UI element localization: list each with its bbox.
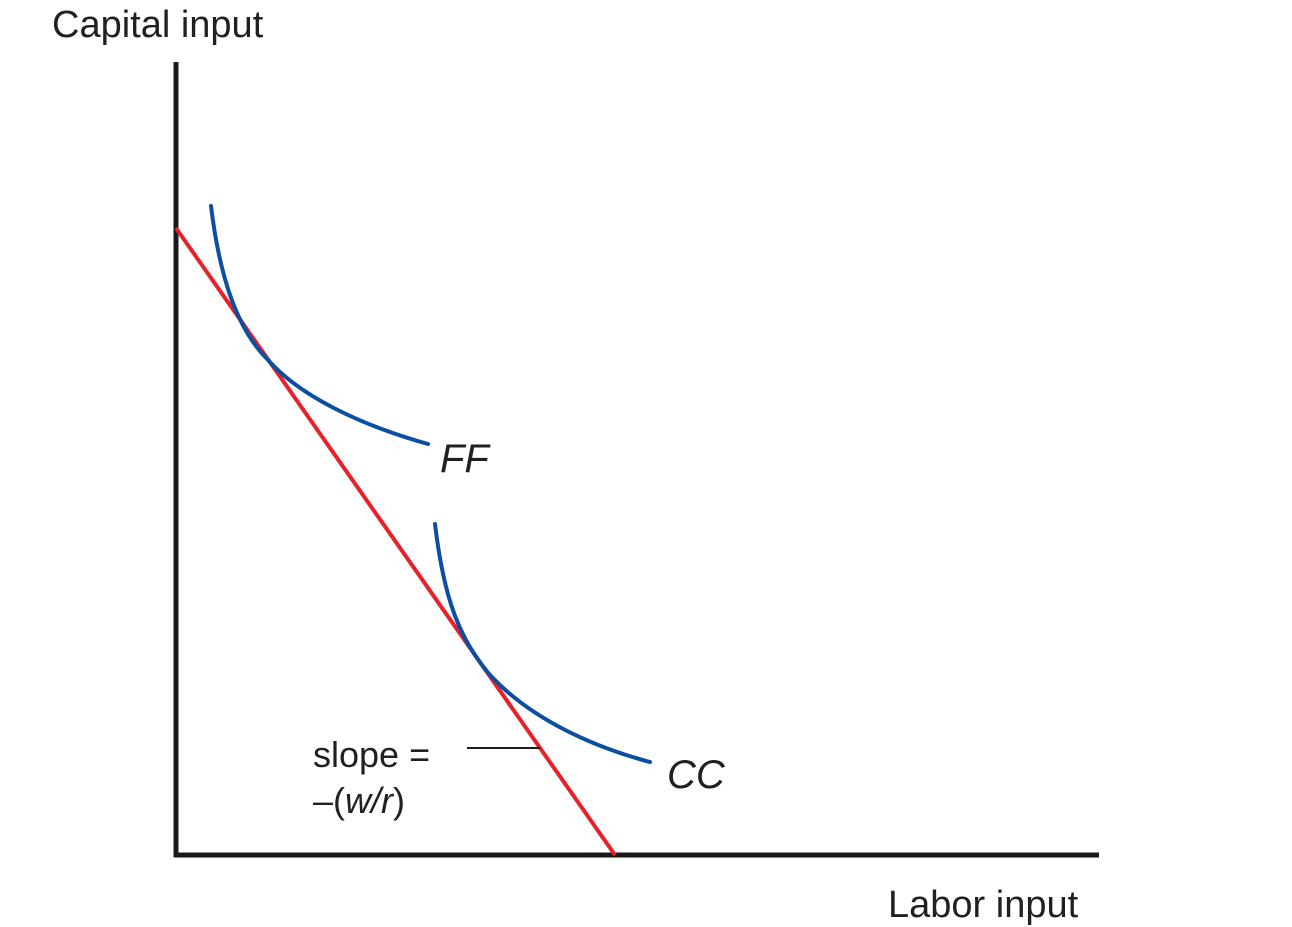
slope-label-line2: –(w/r) bbox=[313, 780, 405, 821]
x-axis-label: Labor input bbox=[888, 884, 1079, 926]
cc-curve-label: CC bbox=[667, 753, 726, 797]
slope-label-prefix: –( bbox=[313, 780, 345, 821]
y-axis-label: Capital input bbox=[52, 4, 264, 46]
slope-label-ratio: w/r bbox=[345, 780, 395, 821]
cc-isoquant-curve bbox=[433, 522, 652, 764]
slope-label-suffix: ) bbox=[393, 780, 405, 821]
slope-label-line1: slope = bbox=[313, 734, 430, 775]
ff-curve-label: FF bbox=[440, 437, 491, 481]
ff-isoquant-curve bbox=[209, 204, 430, 446]
